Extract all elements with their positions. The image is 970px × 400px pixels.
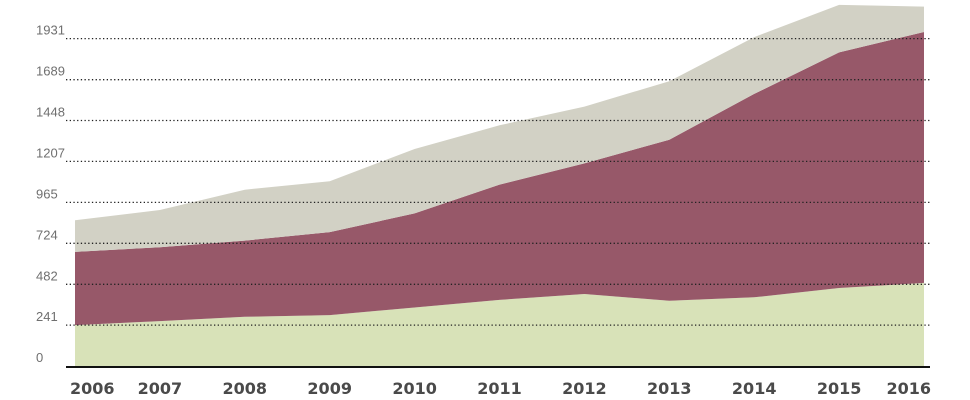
area-series-2 (75, 32, 924, 326)
y-tick-label: 0 (36, 350, 43, 365)
x-tick-label: 2013 (647, 379, 692, 398)
y-tick-label: 1448 (36, 105, 65, 120)
y-tick-label: 241 (36, 309, 58, 324)
x-tick-label: 2006 (70, 379, 115, 398)
x-tick-label: 2011 (477, 379, 522, 398)
x-tick-label: 2008 (223, 379, 268, 398)
x-tick-label: 2007 (138, 379, 183, 398)
x-tick-label: 2016 (886, 379, 931, 398)
x-tick-label: 2012 (562, 379, 607, 398)
y-tick-label: 1207 (36, 145, 65, 160)
y-axis-tick-labels: 0 241 482 724 965 1207 1448 1689 1931 (36, 23, 65, 365)
y-tick-label: 1931 (36, 23, 65, 38)
y-tick-label: 482 (36, 268, 58, 283)
x-axis-tick-labels: 2006 2007 2008 2009 2010 2011 2012 2013 2014 2015… (70, 379, 931, 398)
area-series-3 (75, 4, 924, 252)
x-tick-label: 2014 (732, 379, 777, 398)
x-tick-label: 2010 (392, 379, 437, 398)
y-tick-label: 1689 (36, 64, 65, 79)
x-tick-label: 2009 (307, 379, 352, 398)
y-tick-label: 724 (36, 227, 58, 242)
y-tick-label: 965 (36, 186, 58, 201)
x-tick-label: 2015 (817, 379, 862, 398)
areas-layer (75, 4, 924, 366)
